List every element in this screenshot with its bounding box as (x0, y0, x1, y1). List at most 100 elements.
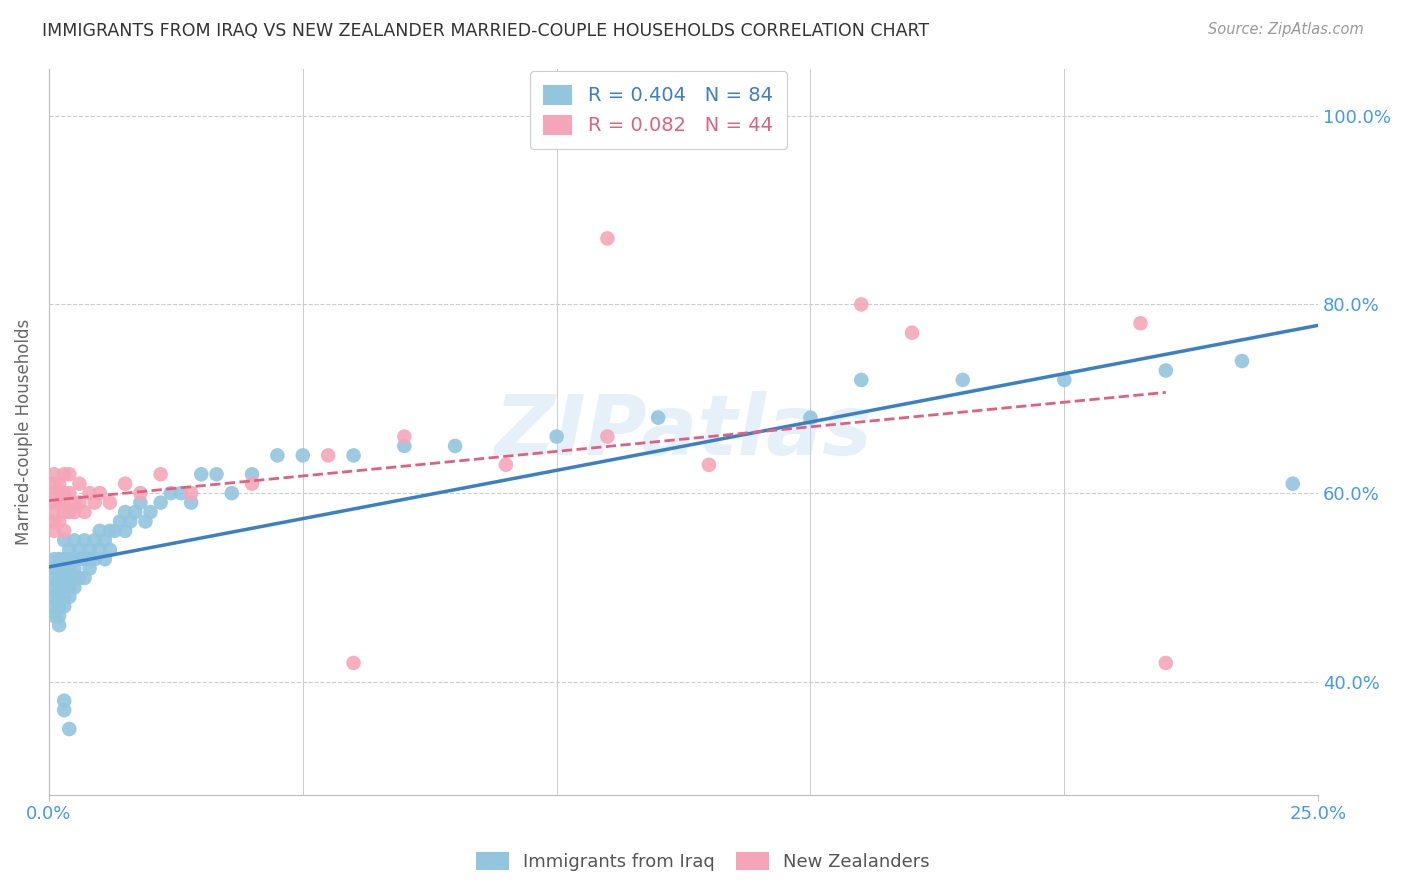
Point (205, 467, 228, 482)
Point (42, 552, 65, 566)
Point (63, 533, 86, 548)
Point (114, 476, 136, 491)
Point (63, 495, 86, 509)
Point (53, 524, 76, 538)
Point (53, 590, 76, 604)
Point (697, 458, 720, 472)
Point (129, 495, 152, 509)
Point (42, 505, 65, 519)
Point (53, 505, 76, 519)
Point (190, 467, 212, 482)
Point (67, 552, 90, 566)
Point (394, 439, 416, 453)
Point (79, 486, 101, 500)
Point (108, 515, 131, 529)
Point (42, 608, 65, 623)
Point (495, 458, 517, 472)
Point (180, 486, 202, 500)
Point (596, 429, 619, 443)
Point (53, 581, 76, 595)
Point (42, 581, 65, 595)
Point (901, 326, 924, 340)
Point (73, 505, 96, 519)
Point (851, 373, 873, 387)
Point (647, 410, 669, 425)
Point (134, 515, 156, 529)
Point (120, 515, 142, 529)
Point (73, 552, 96, 566)
Point (53, 694, 76, 708)
Point (546, 429, 568, 443)
Point (89, 542, 111, 557)
Point (444, 439, 467, 453)
Point (149, 467, 172, 482)
Point (48, 599, 70, 614)
Point (48, 476, 70, 491)
Legend: Immigrants from Iraq, New Zealanders: Immigrants from Iraq, New Zealanders (468, 845, 938, 879)
Point (79, 542, 101, 557)
Point (98, 524, 121, 538)
Point (596, 231, 619, 245)
Point (53, 571, 76, 585)
Point (53, 486, 76, 500)
Point (342, 449, 364, 463)
Point (79, 552, 101, 566)
Point (53, 552, 76, 566)
Point (42, 486, 65, 500)
Point (129, 486, 152, 500)
Legend: R = 0.404   N = 84, R = 0.082   N = 44: R = 0.404 N = 84, R = 0.082 N = 44 (530, 71, 786, 149)
Text: ZIPatlas: ZIPatlas (495, 392, 873, 472)
Point (316, 449, 339, 463)
Point (53, 467, 76, 482)
Point (48, 581, 70, 595)
Point (180, 495, 202, 509)
Point (58, 581, 80, 595)
Point (42, 495, 65, 509)
Point (48, 608, 70, 623)
Point (58, 542, 80, 557)
Point (394, 429, 416, 443)
Point (114, 524, 136, 538)
Point (149, 495, 172, 509)
Point (159, 486, 181, 500)
Point (63, 561, 86, 575)
Point (58, 505, 80, 519)
Point (63, 581, 86, 595)
Point (67, 571, 90, 585)
Point (42, 476, 65, 491)
Point (83, 533, 105, 548)
Point (48, 618, 70, 632)
Point (240, 467, 263, 482)
Point (1053, 373, 1076, 387)
Point (58, 552, 80, 566)
Point (63, 552, 86, 566)
Point (342, 656, 364, 670)
Point (83, 552, 105, 566)
Point (221, 486, 243, 500)
Point (266, 449, 288, 463)
Point (53, 561, 76, 575)
Point (58, 561, 80, 575)
Point (952, 373, 974, 387)
Point (83, 495, 105, 509)
Point (58, 486, 80, 500)
Point (53, 533, 76, 548)
Point (104, 524, 127, 538)
Point (58, 571, 80, 585)
Point (170, 486, 193, 500)
Point (48, 495, 70, 509)
Y-axis label: Married-couple Households: Married-couple Households (15, 318, 32, 545)
Point (124, 505, 146, 519)
Point (48, 561, 70, 575)
Point (1154, 363, 1177, 377)
Point (1154, 656, 1177, 670)
Point (240, 476, 263, 491)
Point (98, 495, 121, 509)
Point (79, 561, 101, 575)
Point (851, 297, 873, 311)
Point (67, 476, 90, 491)
Point (114, 505, 136, 519)
Point (48, 486, 70, 500)
Point (98, 542, 121, 557)
Point (89, 524, 111, 538)
